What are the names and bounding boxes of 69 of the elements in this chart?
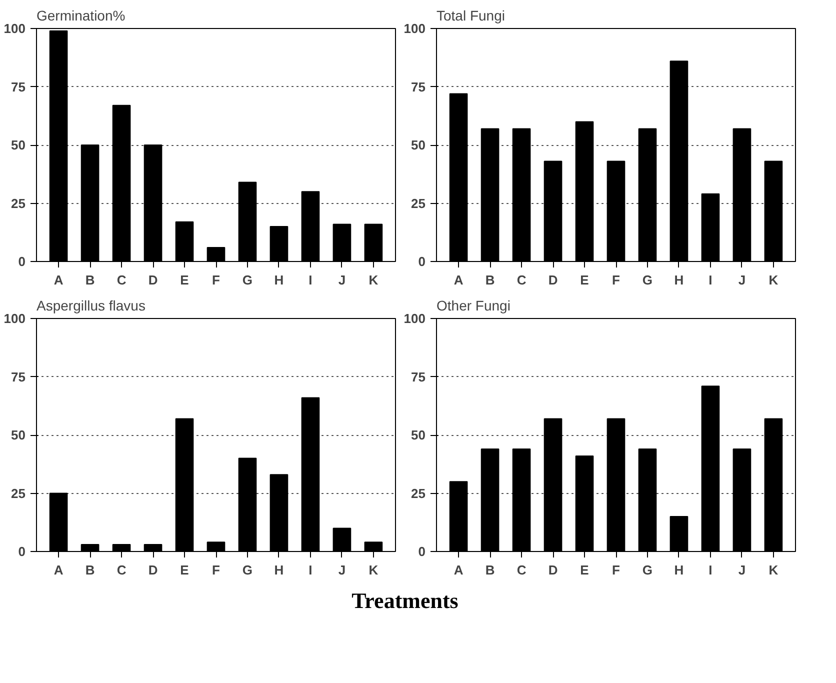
y-tick-label: 100 <box>404 21 426 36</box>
x-tick-label: F <box>212 272 220 288</box>
x-tick-label: D <box>148 562 158 578</box>
x-tick-label: F <box>612 272 620 288</box>
x-tick-label: G <box>242 562 253 578</box>
x-tick-label: J <box>338 562 346 578</box>
x-tick-label: B <box>485 272 495 288</box>
y-tick-label: 50 <box>411 138 426 152</box>
x-tick-label: K <box>768 272 779 288</box>
y-tick-label: 0 <box>18 254 26 269</box>
y-tick-label: 75 <box>11 79 26 94</box>
chart-title: Aspergillus flavus <box>36 298 146 314</box>
x-tick-label: G <box>642 272 653 288</box>
y-tick-label: 0 <box>18 544 26 559</box>
x-tick-label: H <box>674 272 684 288</box>
y-tick-label: 100 <box>4 311 26 326</box>
y-tick-label: 50 <box>11 428 26 442</box>
y-tick-label: 75 <box>411 369 426 384</box>
y-tick-label: 25 <box>411 486 426 501</box>
y-tick-label: 100 <box>404 311 426 326</box>
x-tick-label: A <box>454 272 464 288</box>
x-tick-label: I <box>308 562 312 578</box>
x-tick-label: H <box>274 272 284 288</box>
x-tick-label: K <box>768 562 779 578</box>
chart-title: Total Fungi <box>436 8 505 24</box>
y-tick-label: 0 <box>418 254 426 269</box>
y-tick-label: 50 <box>411 428 426 442</box>
x-tick-label: J <box>738 272 746 288</box>
x-tick-label: K <box>368 562 379 578</box>
x-tick-label: H <box>274 562 284 578</box>
x-tick-label: I <box>708 272 712 288</box>
chart-title: Other Fungi <box>436 298 510 314</box>
x-tick-label: A <box>454 562 464 578</box>
x-tick-label: A <box>54 562 64 578</box>
x-tick-label: D <box>548 562 558 578</box>
x-tick-label: K <box>368 272 379 288</box>
x-tick-label: F <box>212 562 220 578</box>
x-tick-label: F <box>612 562 620 578</box>
x-tick-label: J <box>338 272 346 288</box>
x-tick-label: B <box>85 272 95 288</box>
x-axis-title: Treatments <box>352 587 458 615</box>
x-tick-label: B <box>485 562 495 578</box>
x-tick-label: G <box>242 272 253 288</box>
x-tick-label: H <box>674 562 684 578</box>
y-tick-label: 25 <box>11 486 26 501</box>
x-tick-label: D <box>548 272 558 288</box>
x-tick-label: J <box>738 562 746 578</box>
x-tick-label: I <box>308 272 312 288</box>
y-tick-label: 25 <box>11 196 26 211</box>
y-tick-label: 0 <box>418 544 426 559</box>
x-tick-label: C <box>516 272 527 288</box>
y-tick-label: 75 <box>411 79 426 94</box>
x-tick-label: C <box>116 272 127 288</box>
x-tick-label: E <box>580 562 590 578</box>
y-tick-label: 25 <box>411 196 426 211</box>
x-tick-label: E <box>180 562 190 578</box>
x-tick-label: G <box>642 562 653 578</box>
chart-title: Germination% <box>36 8 126 24</box>
x-tick-label: A <box>54 272 64 288</box>
x-tick-label: B <box>85 562 95 578</box>
x-tick-label: I <box>708 562 712 578</box>
y-tick-label: 100 <box>4 21 26 36</box>
y-tick-label: 75 <box>11 369 26 384</box>
x-tick-label: E <box>580 272 590 288</box>
x-tick-label: D <box>148 272 158 288</box>
x-tick-label: E <box>180 272 190 288</box>
x-tick-label: C <box>116 562 127 578</box>
x-tick-label: C <box>516 562 527 578</box>
y-tick-label: 50 <box>11 138 26 152</box>
